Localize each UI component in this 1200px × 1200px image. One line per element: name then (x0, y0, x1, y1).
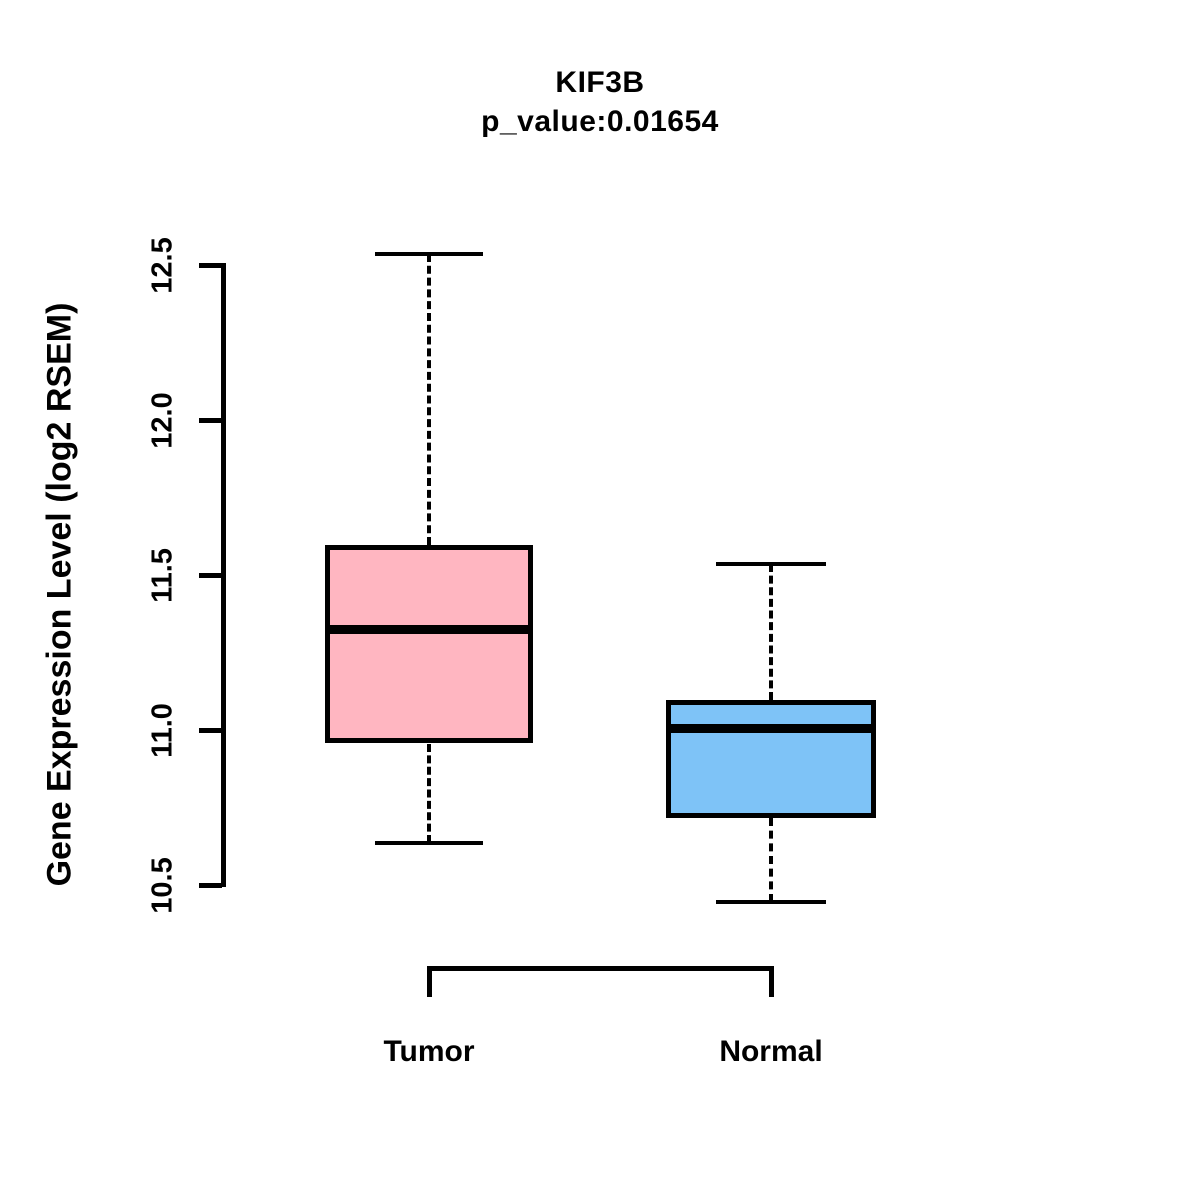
normal-box (666, 700, 876, 818)
tumor-lower-cap (374, 840, 484, 845)
y-tick-mark (199, 728, 222, 733)
tumor-box (325, 545, 533, 744)
y-tick-mark (199, 263, 222, 268)
normal-upper-cap (716, 561, 826, 566)
tumor-upper-whisker (427, 253, 431, 546)
y-tick-label: 11.5 (146, 548, 179, 603)
y-axis-label: Gene Expression Level (log2 RSEM) (40, 302, 79, 887)
y-tick-label: 11.0 (146, 703, 179, 758)
x-tick-label-tumor: Tumor (383, 1035, 475, 1068)
y-tick-label: 10.5 (146, 857, 179, 914)
y-tick-mark (199, 883, 222, 888)
gene-title: KIF3B (555, 66, 645, 99)
normal-lower-whisker (769, 817, 773, 902)
y-tick-mark (199, 573, 222, 578)
normal-upper-whisker (769, 563, 773, 701)
tumor-upper-cap (374, 251, 484, 256)
x-tick-mark (769, 966, 774, 997)
x-tick-mark (427, 966, 432, 997)
chart-title-block: KIF3B p_value:0.01654 (0, 64, 1200, 142)
x-axis-line (427, 966, 774, 971)
pvalue-subtitle: p_value:0.01654 (481, 105, 719, 138)
tumor-median-line (325, 624, 533, 634)
tumor-lower-whisker (427, 743, 431, 843)
y-tick-mark (199, 418, 222, 423)
y-tick-label: 12.5 (146, 237, 179, 294)
normal-lower-cap (716, 899, 826, 904)
normal-median-line (666, 724, 876, 733)
y-tick-label: 12.0 (146, 392, 179, 449)
x-tick-label-normal: Normal (719, 1035, 823, 1068)
y-axis-line (221, 263, 226, 887)
